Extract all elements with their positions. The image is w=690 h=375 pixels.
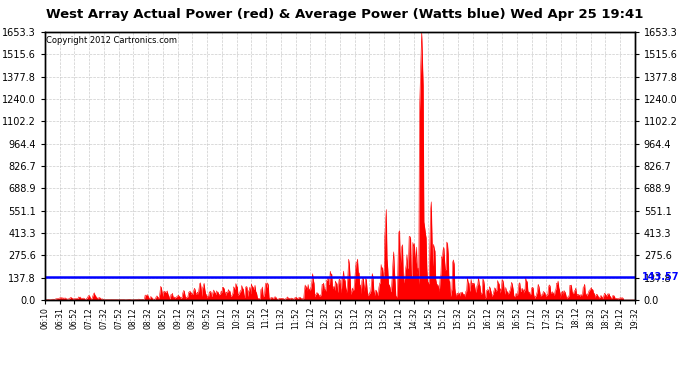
Text: West Array Actual Power (red) & Average Power (Watts blue) Wed Apr 25 19:41: West Array Actual Power (red) & Average … bbox=[46, 8, 644, 21]
Text: 143.57: 143.57 bbox=[642, 272, 679, 282]
Text: Copyright 2012 Cartronics.com: Copyright 2012 Cartronics.com bbox=[46, 36, 177, 45]
